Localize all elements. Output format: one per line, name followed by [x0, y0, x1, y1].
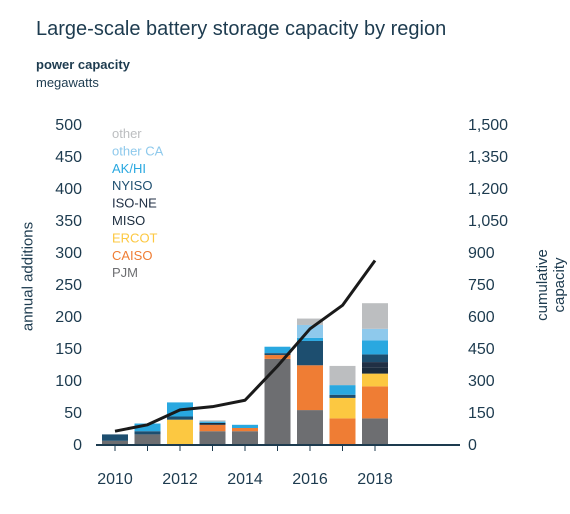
x-tick-label: 2014 [227, 471, 263, 488]
bar-segment [362, 328, 388, 341]
bar-segment [362, 362, 388, 368]
bar-segment [199, 431, 226, 444]
right-tick-label: 450 [468, 341, 495, 358]
bar-segment [232, 431, 258, 444]
x-tick-label: 2018 [357, 471, 393, 488]
left-tick-label: 150 [55, 341, 82, 358]
bar-segment [297, 340, 323, 366]
subtitle-line1: power capacity [36, 57, 130, 72]
right-tick-label: 600 [468, 309, 495, 326]
bar-segment [329, 418, 356, 444]
right-tick-label: 750 [468, 277, 495, 294]
bar-segment [264, 353, 291, 356]
bar-segment [297, 324, 323, 338]
bar-segment [199, 420, 226, 422]
bar-segment [297, 337, 323, 341]
bar-segment [134, 431, 161, 435]
left-tick-label: 250 [55, 277, 82, 294]
bar-segment [297, 318, 323, 325]
left-tick-label: 100 [55, 373, 82, 390]
bar-segment [329, 397, 356, 419]
legend-entry: ERCOT [112, 230, 158, 245]
bar-segment [329, 394, 356, 398]
legend-entry: AK/HI [112, 161, 146, 176]
left-tick-label: 50 [64, 405, 82, 422]
legend-entry: other CA [112, 143, 164, 158]
bar-segment [134, 434, 161, 444]
chart-subtitle: power capacity megawatts [36, 56, 130, 92]
right-tick-label: 0 [468, 437, 477, 454]
bar-segment [134, 423, 161, 432]
bar-segment [232, 424, 258, 428]
subtitle-line2: megawatts [36, 75, 99, 90]
legend-entry: NYISO [112, 178, 152, 193]
legend-entry: ISO-NE [112, 196, 157, 211]
bar-segment [199, 422, 226, 425]
bar-segment [199, 424, 226, 432]
right-tick-label: 900 [468, 245, 495, 262]
left-tick-label: 400 [55, 181, 82, 198]
left-tick-label: 350 [55, 213, 82, 230]
right-tick-label: 300 [468, 373, 495, 390]
left-tick-label: 500 [55, 117, 82, 134]
bar-segment [362, 303, 388, 329]
cumulative-line [114, 259, 377, 433]
bar-segment [362, 386, 388, 419]
bar-segment [102, 440, 128, 444]
left-tick-label: 0 [73, 437, 82, 454]
bar-segment [264, 346, 291, 354]
right-tick-label: 1,350 [468, 149, 508, 166]
right-tick-label: 1,200 [468, 181, 508, 198]
bar-segment [297, 365, 323, 411]
bar-segment [167, 419, 193, 444]
bar-segment [362, 367, 388, 374]
left-tick-label: 200 [55, 309, 82, 326]
left-tick-label: 450 [55, 149, 82, 166]
x-tick-label: 2012 [162, 471, 198, 488]
legend-entry: MISO [112, 213, 145, 228]
right-tick-label: 150 [468, 405, 495, 422]
right-tick-label: 1,050 [468, 213, 508, 230]
bar-segment [264, 358, 291, 444]
bar-segment [102, 434, 128, 441]
bar-segment [362, 418, 388, 444]
bar-segment [264, 355, 291, 359]
legend-entry: PJM [112, 265, 138, 280]
bar-segment [362, 354, 388, 363]
legend-entry: CAISO [112, 248, 152, 263]
bar-segment [232, 428, 258, 432]
legend-entry: other [112, 126, 142, 141]
bar-segment [362, 373, 388, 387]
bar-segment [297, 410, 323, 444]
x-tick-label: 2010 [97, 471, 133, 488]
bar-segment [329, 365, 356, 386]
right-tick-label: 1,500 [468, 117, 508, 134]
chart-title: Large-scale battery storage capacity by … [36, 18, 447, 40]
bar-segment [167, 416, 193, 420]
x-tick-label: 2016 [292, 471, 328, 488]
bar-segment [362, 340, 388, 355]
bar-segment [329, 385, 356, 395]
bar-segment [199, 421, 226, 423]
left-tick-label: 300 [55, 245, 82, 262]
